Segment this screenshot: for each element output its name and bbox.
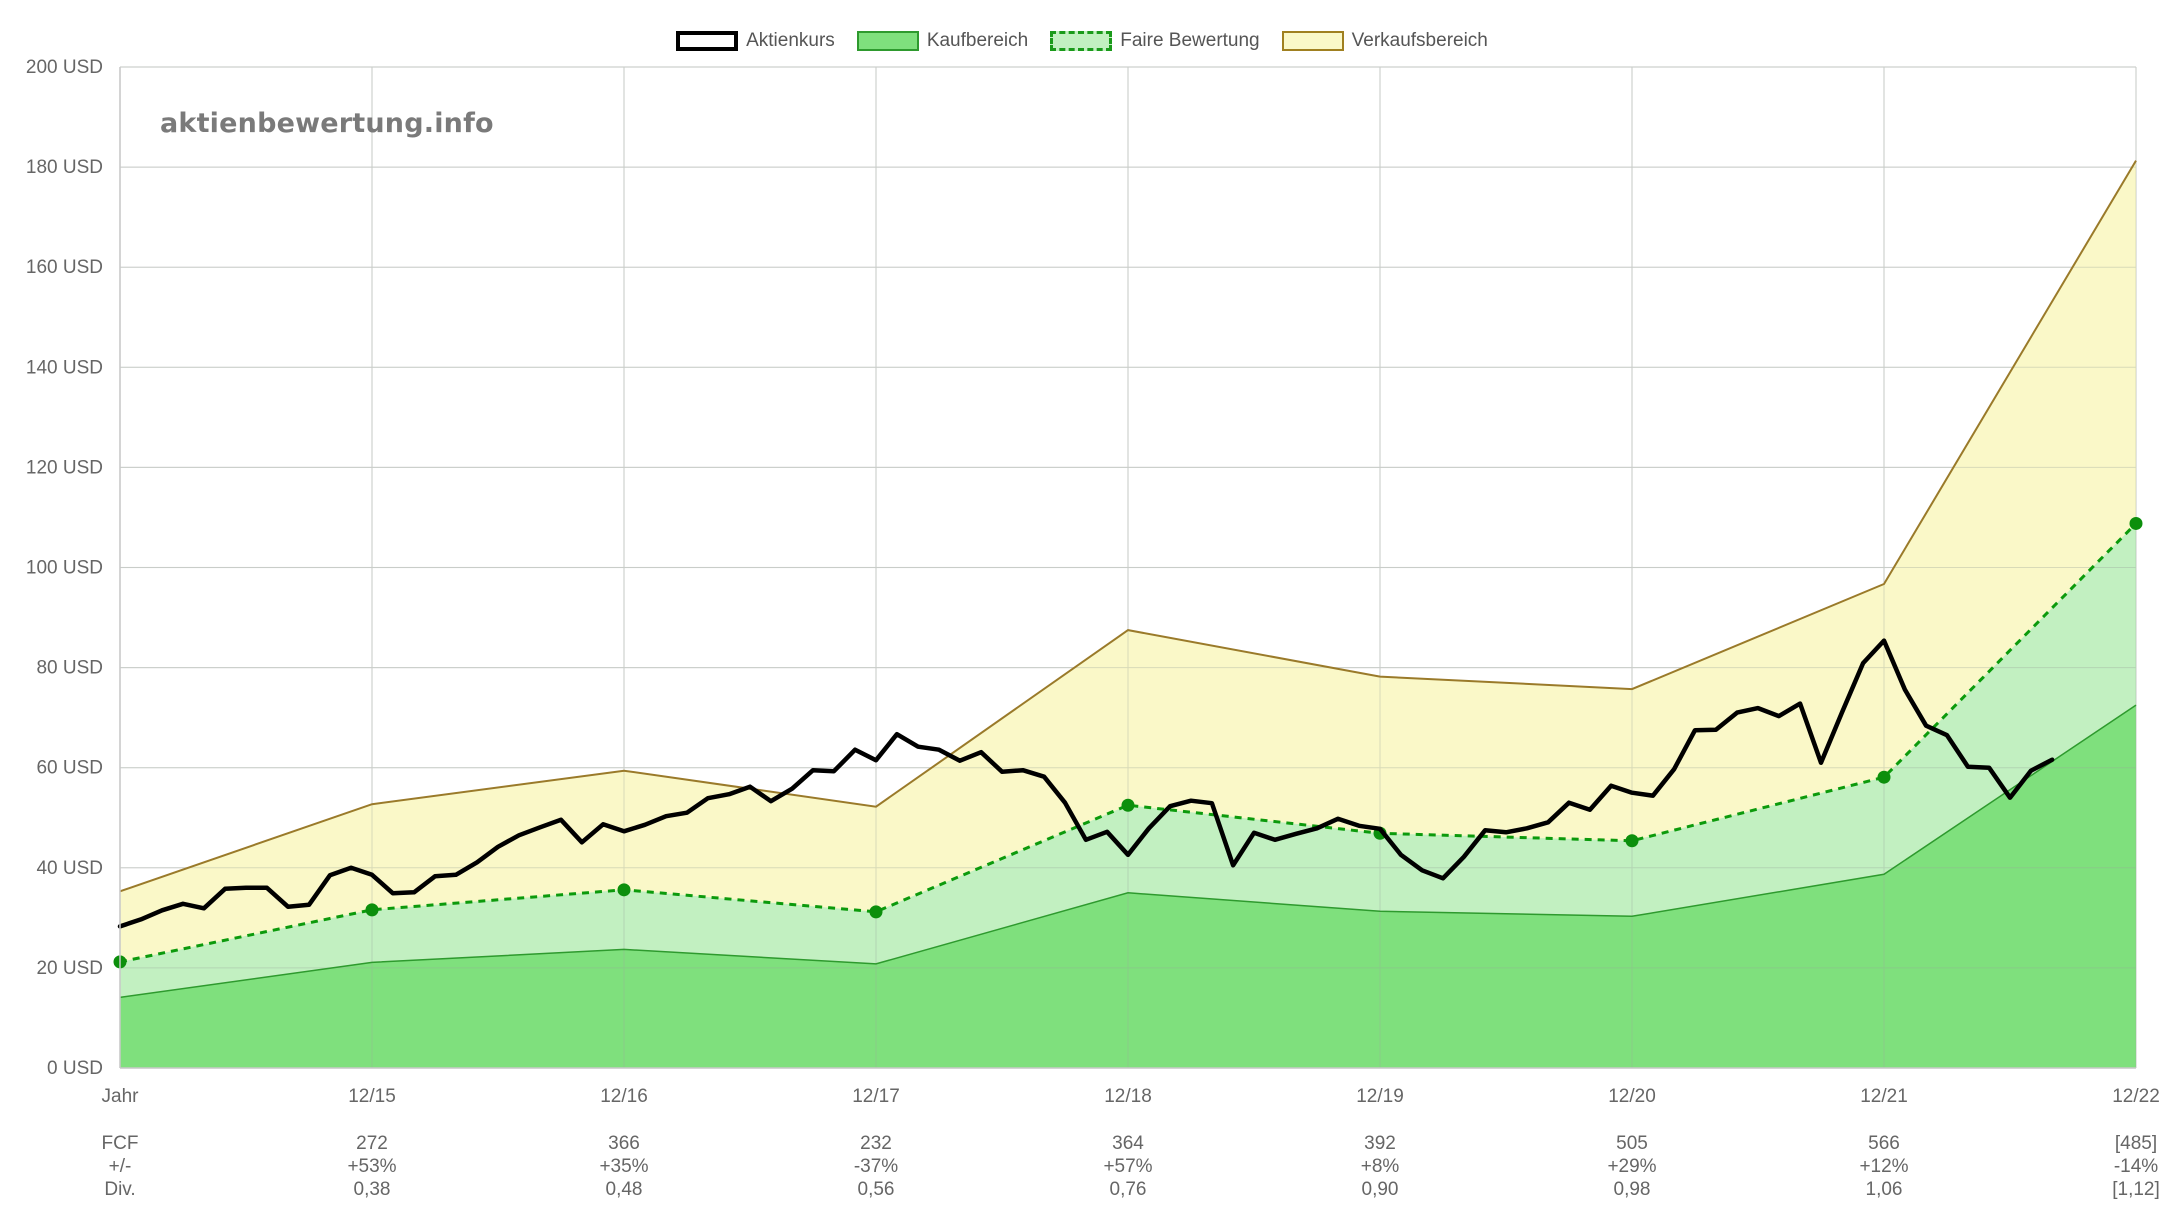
y-tick-label: 180 USD (26, 157, 103, 178)
table-cell: 392 (1364, 1133, 1396, 1154)
table-row-label: Div. (104, 1179, 135, 1200)
x-tick-label: 12/18 (1104, 1086, 1152, 1107)
table-cell: 1,06 (1866, 1179, 1903, 1200)
legend-swatch (856, 31, 919, 51)
chart-legend: Aktienkurs Kaufbereich Faire Bewertung Verk… (0, 26, 2164, 56)
y-tick-label: 80 USD (36, 658, 103, 679)
table-cell: 0,76 (1110, 1179, 1147, 1200)
fair-line (119, 522, 2138, 964)
watermark-logo: aktienbewertung.info (160, 108, 494, 139)
table-cell: [485] (2115, 1133, 2157, 1154)
table-cell: 0,56 (858, 1179, 895, 1200)
table-cell: [1,12] (2112, 1179, 2160, 1200)
x-tick-label: 12/17 (852, 1086, 900, 1107)
legend-item-sell[interactable]: Verkaufsbereich (1281, 30, 1488, 52)
y-tick-label: 0 USD (47, 1058, 103, 1079)
table-cell: 232 (860, 1133, 892, 1154)
y-tick-label: 140 USD (26, 357, 103, 378)
fair-marker (1121, 798, 1135, 812)
buy-area (120, 705, 2136, 1068)
fair-marker (1625, 834, 1639, 848)
y-tick-label: 100 USD (26, 558, 103, 579)
legend-label: Aktienkurs (746, 30, 835, 51)
y-tick-label: 120 USD (26, 457, 103, 478)
x-tick-label: 12/16 (600, 1086, 648, 1107)
table-row-label: +/- (109, 1156, 132, 1177)
table-cell: 366 (608, 1133, 640, 1154)
fair-marker (2129, 516, 2143, 530)
table-cell: 364 (1112, 1133, 1144, 1154)
buy-line (119, 704, 2137, 999)
table-cell: 0,38 (354, 1179, 391, 1200)
x-tick-label: Jahr (102, 1086, 140, 1107)
x-tick-label: 12/15 (348, 1086, 396, 1107)
legend-label: Kaufbereich (926, 30, 1029, 51)
x-tick-label: 12/19 (1356, 1086, 1404, 1107)
legend-item-buy[interactable]: Kaufbereich (856, 30, 1029, 52)
y-tick-label: 40 USD (36, 858, 103, 879)
fair-marker (1877, 770, 1891, 784)
legend-item-fair[interactable]: Faire Bewertung (1050, 30, 1260, 52)
table-cell: +57% (1103, 1156, 1152, 1177)
legend-item-price[interactable]: Aktienkurs (676, 30, 835, 52)
table-cell: +29% (1607, 1156, 1656, 1177)
table-cell: +35% (599, 1156, 648, 1177)
legend-swatch (1281, 31, 1344, 51)
fair-marker (365, 903, 379, 917)
price-line (117, 638, 2055, 929)
x-tick-label: 12/21 (1860, 1086, 1908, 1107)
y-tick-label: 160 USD (26, 257, 103, 278)
table-cell: 0,48 (606, 1179, 643, 1200)
table-cell: +12% (1859, 1156, 1908, 1177)
y-tick-label: 60 USD (36, 758, 103, 779)
sell-line (119, 160, 2137, 893)
y-tick-label: 200 USD (26, 57, 103, 78)
table-cell: 272 (356, 1133, 388, 1154)
y-tick-label: 20 USD (36, 958, 103, 979)
x-tick-label: 12/20 (1608, 1086, 1656, 1107)
fair-marker (869, 905, 883, 919)
legend-label: Verkaufsbereich (1351, 30, 1488, 51)
table-cell: 0,90 (1362, 1179, 1399, 1200)
table-cell: +53% (347, 1156, 396, 1177)
fair-marker (617, 883, 631, 897)
table-cell: +8% (1361, 1156, 1400, 1177)
legend-swatch (676, 31, 739, 51)
table-row-label: FCF (102, 1133, 139, 1154)
table-cell: -37% (854, 1156, 898, 1177)
table-cell: 0,98 (1614, 1179, 1651, 1200)
table-cell: 505 (1616, 1133, 1648, 1154)
x-tick-label: 12/22 (2112, 1086, 2160, 1107)
legend-label: Faire Bewertung (1120, 30, 1260, 51)
table-cell: 566 (1868, 1133, 1900, 1154)
legend-swatch (1050, 31, 1113, 51)
table-cell: -14% (2114, 1156, 2158, 1177)
